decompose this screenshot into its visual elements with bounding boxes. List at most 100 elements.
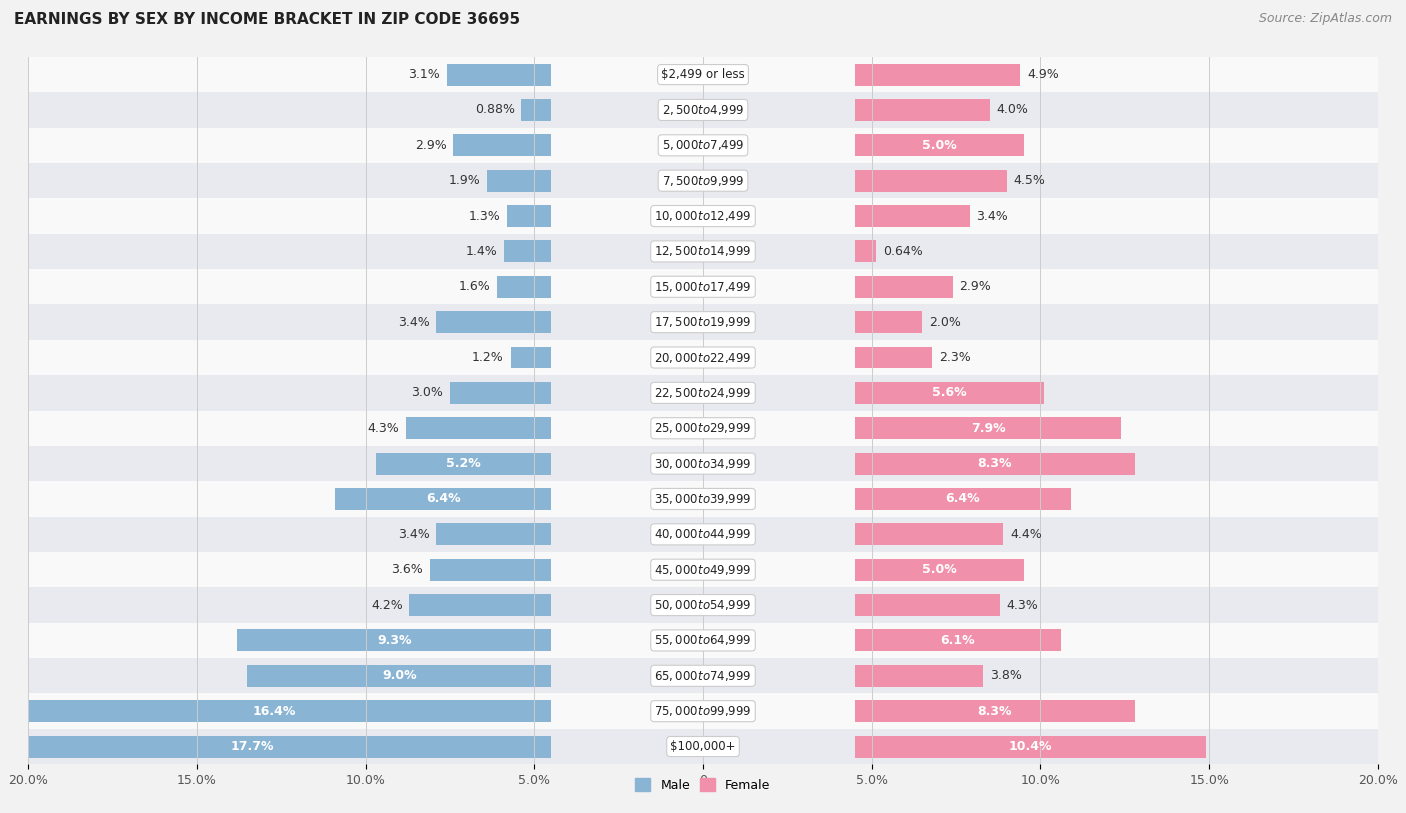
Text: 3.1%: 3.1% (408, 68, 440, 81)
Bar (28, 376, 1378, 411)
Bar (430, 559, 551, 580)
Bar (498, 276, 551, 298)
Text: $40,000 to $44,999: $40,000 to $44,999 (654, 528, 752, 541)
Bar (855, 63, 1021, 85)
Bar (855, 134, 1024, 156)
Text: 2.0%: 2.0% (929, 315, 960, 328)
Bar (855, 736, 1206, 758)
Bar (28, 269, 1378, 304)
Text: 5.0%: 5.0% (922, 139, 956, 152)
Bar (28, 92, 1378, 128)
Bar (855, 311, 922, 333)
Text: 6.4%: 6.4% (426, 493, 461, 506)
Bar (855, 629, 1060, 651)
Text: 4.4%: 4.4% (1010, 528, 1042, 541)
Text: $15,000 to $17,499: $15,000 to $17,499 (654, 280, 752, 293)
Text: 4.3%: 4.3% (1007, 598, 1039, 611)
Bar (503, 241, 551, 263)
Text: $20,000 to $22,499: $20,000 to $22,499 (654, 350, 752, 364)
Text: 0.64%: 0.64% (883, 245, 922, 258)
Bar (28, 587, 1378, 623)
Bar (28, 340, 1378, 375)
Text: 5.0%: 5.0% (922, 563, 956, 576)
Text: 1.4%: 1.4% (465, 245, 498, 258)
Bar (855, 594, 1000, 616)
Text: 4.2%: 4.2% (371, 598, 402, 611)
Text: $2,500 to $4,999: $2,500 to $4,999 (662, 103, 744, 117)
Text: 4.3%: 4.3% (367, 422, 399, 435)
Bar (375, 453, 551, 475)
Text: 9.3%: 9.3% (377, 634, 412, 647)
Text: $30,000 to $34,999: $30,000 to $34,999 (654, 457, 752, 471)
Bar (0, 736, 551, 758)
Bar (436, 524, 551, 546)
Text: 3.8%: 3.8% (990, 669, 1022, 682)
Text: $10,000 to $12,499: $10,000 to $12,499 (654, 209, 752, 223)
Bar (28, 481, 1378, 517)
Text: 3.4%: 3.4% (976, 210, 1008, 223)
Text: 16.4%: 16.4% (253, 705, 297, 718)
Bar (450, 382, 551, 404)
Text: 3.0%: 3.0% (412, 386, 443, 399)
Bar (855, 276, 953, 298)
Text: $75,000 to $99,999: $75,000 to $99,999 (654, 704, 752, 718)
Legend: Male, Female: Male, Female (630, 773, 776, 797)
Text: 7.9%: 7.9% (970, 422, 1005, 435)
Bar (522, 99, 551, 121)
Text: 10.4%: 10.4% (1008, 740, 1052, 753)
Bar (28, 517, 1378, 552)
Bar (510, 346, 551, 368)
Bar (28, 411, 1378, 446)
Bar (855, 488, 1071, 510)
Bar (855, 241, 876, 263)
Bar (409, 594, 551, 616)
Text: $50,000 to $54,999: $50,000 to $54,999 (654, 598, 752, 612)
Text: 8.3%: 8.3% (977, 705, 1012, 718)
Text: 2.9%: 2.9% (415, 139, 447, 152)
Text: $45,000 to $49,999: $45,000 to $49,999 (654, 563, 752, 576)
Text: 4.9%: 4.9% (1026, 68, 1059, 81)
Bar (335, 488, 551, 510)
Text: 6.1%: 6.1% (941, 634, 976, 647)
Bar (855, 453, 1135, 475)
Text: 3.4%: 3.4% (398, 315, 430, 328)
Bar (28, 163, 1378, 198)
Bar (855, 417, 1122, 439)
Text: 8.3%: 8.3% (977, 457, 1012, 470)
Text: $55,000 to $64,999: $55,000 to $64,999 (654, 633, 752, 647)
Bar (247, 665, 551, 687)
Text: 1.2%: 1.2% (472, 351, 503, 364)
Bar (855, 524, 1004, 546)
Bar (453, 134, 551, 156)
Bar (28, 304, 1378, 340)
Bar (238, 629, 551, 651)
Bar (28, 128, 1378, 163)
Text: 0.88%: 0.88% (475, 103, 515, 116)
Text: 1.9%: 1.9% (449, 174, 481, 187)
Bar (28, 659, 1378, 693)
Bar (28, 729, 1378, 764)
Bar (447, 63, 551, 85)
Bar (28, 446, 1378, 481)
Text: 9.0%: 9.0% (382, 669, 416, 682)
Bar (855, 700, 1135, 722)
Bar (855, 346, 932, 368)
Text: Source: ZipAtlas.com: Source: ZipAtlas.com (1258, 12, 1392, 25)
Text: $25,000 to $29,999: $25,000 to $29,999 (654, 421, 752, 435)
Text: 17.7%: 17.7% (231, 740, 274, 753)
Bar (855, 665, 983, 687)
Text: $22,500 to $24,999: $22,500 to $24,999 (654, 386, 752, 400)
Bar (855, 99, 990, 121)
Text: $5,000 to $7,499: $5,000 to $7,499 (662, 138, 744, 152)
Bar (508, 205, 551, 227)
Text: 5.2%: 5.2% (446, 457, 481, 470)
Text: 4.0%: 4.0% (997, 103, 1028, 116)
Bar (28, 233, 1378, 269)
Bar (855, 382, 1043, 404)
Text: 1.6%: 1.6% (458, 280, 491, 293)
Text: 4.5%: 4.5% (1014, 174, 1045, 187)
Text: 1.3%: 1.3% (468, 210, 501, 223)
Bar (28, 623, 1378, 659)
Text: $17,500 to $19,999: $17,500 to $19,999 (654, 315, 752, 329)
Bar (855, 205, 970, 227)
